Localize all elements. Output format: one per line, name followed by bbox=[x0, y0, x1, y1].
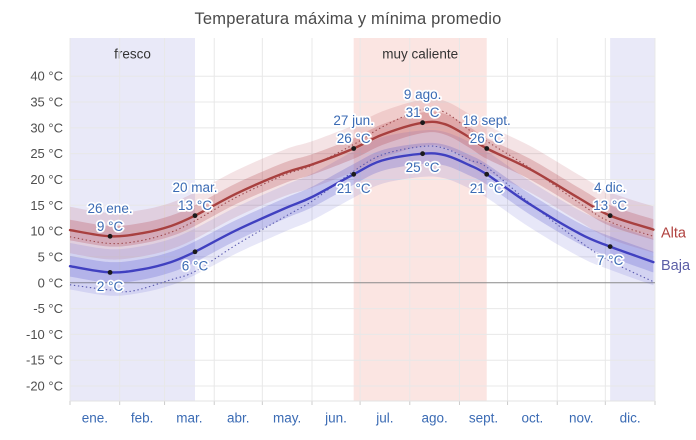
x-tick-label-jun: jun. bbox=[324, 411, 347, 426]
annotation-high-value-3: 31 °C bbox=[406, 105, 440, 120]
y-tick-label: -20 °C bbox=[26, 379, 63, 394]
season-band-fresco bbox=[70, 38, 196, 401]
x-tick-label-ago: ago. bbox=[421, 411, 447, 426]
y-tick-label: 5 °C bbox=[38, 249, 63, 264]
annotation-high-date-5: 4 dic. bbox=[594, 180, 626, 195]
x-tick-label-may: may. bbox=[273, 411, 301, 426]
season-label-fresco: fresco bbox=[114, 47, 151, 62]
band-outer-high bbox=[70, 98, 654, 260]
x-tick-label-mar: mar. bbox=[176, 411, 202, 426]
marker-low-5[interactable] bbox=[607, 244, 613, 250]
annotation-high-date-1: 20 mar. bbox=[172, 180, 217, 195]
band-inner-low bbox=[70, 142, 654, 283]
y-tick-label: 0 °C bbox=[38, 275, 63, 290]
x-tick-label-ene: ene. bbox=[82, 411, 108, 426]
annotation-low-value-3: 25 °C bbox=[406, 160, 440, 175]
marker-low-1[interactable] bbox=[192, 249, 198, 255]
band-outer-low bbox=[70, 130, 654, 296]
marker-high-3[interactable] bbox=[420, 120, 426, 126]
y-tick-label: 20 °C bbox=[30, 172, 63, 187]
y-tick-label: 10 °C bbox=[30, 224, 63, 239]
marker-high-1[interactable] bbox=[192, 213, 198, 219]
annotation-low-value-5: 7 °C bbox=[597, 253, 624, 268]
line-perceived-high bbox=[69, 107, 654, 245]
marker-high-4[interactable] bbox=[484, 146, 490, 151]
annotation-high-value-2: 26 °C bbox=[337, 131, 371, 146]
x-tick-label-sept: sept. bbox=[469, 411, 498, 426]
annotation-high-value-0: 9 °C bbox=[97, 219, 124, 234]
band-inner-high bbox=[70, 111, 654, 247]
annotation-high-value-1: 13 °C bbox=[178, 198, 212, 213]
line-high bbox=[68, 120, 655, 238]
y-tick-label: 15 °C bbox=[30, 198, 63, 213]
x-tick-label-oct: oct. bbox=[522, 411, 544, 426]
y-tick-label: 30 °C bbox=[30, 120, 63, 135]
x-tick-label-dic: dic. bbox=[620, 411, 641, 426]
y-tick-label: 40 °C bbox=[30, 69, 63, 84]
annotation-high-date-2: 27 jun. bbox=[333, 113, 374, 128]
season-band-muy-caliente bbox=[353, 38, 487, 401]
marker-low-2[interactable] bbox=[351, 171, 357, 177]
marker-high-5[interactable] bbox=[607, 213, 613, 219]
annotation-high-date-3: 9 ago. bbox=[404, 87, 442, 102]
y-tick-label: 25 °C bbox=[30, 146, 63, 161]
season-label-muy-caliente: muy caliente bbox=[382, 47, 458, 62]
annotation-high-date-4: 18 sept. bbox=[463, 113, 511, 128]
line-label-alta: Alta bbox=[661, 226, 687, 242]
marker-high-2[interactable] bbox=[351, 146, 357, 151]
annotation-high-date-0: 26 ene. bbox=[88, 201, 133, 216]
y-tick-label: -15 °C bbox=[26, 353, 63, 368]
y-tick-label: -10 °C bbox=[26, 327, 63, 342]
annotation-low-value-0: 2 °C bbox=[97, 279, 124, 294]
y-tick-label: 35 °C bbox=[30, 95, 63, 110]
annotation-high-value-5: 13 °C bbox=[593, 198, 627, 213]
x-tick-label-abr: abr. bbox=[227, 411, 250, 426]
marker-low-0[interactable] bbox=[107, 270, 113, 275]
marker-high-0[interactable] bbox=[107, 233, 113, 239]
x-tick-label-jul: jul. bbox=[375, 411, 393, 426]
x-tick-label-nov: nov. bbox=[569, 411, 594, 426]
annotation-low-value-4: 21 °C bbox=[470, 181, 504, 196]
line-low bbox=[68, 152, 655, 274]
annotation-high-value-4: 26 °C bbox=[470, 131, 504, 146]
marker-low-4[interactable] bbox=[484, 171, 490, 177]
annotation-low-value-2: 21 °C bbox=[337, 181, 371, 196]
line-label-baja: Baja bbox=[661, 258, 691, 274]
annotation-low-value-1: 6 °C bbox=[182, 258, 209, 273]
x-tick-label-feb: feb. bbox=[131, 411, 154, 426]
y-tick-label: -5 °C bbox=[33, 301, 63, 316]
marker-low-3[interactable] bbox=[420, 151, 426, 157]
chart-title: Temperatura máxima y mínima promedio bbox=[194, 10, 502, 28]
